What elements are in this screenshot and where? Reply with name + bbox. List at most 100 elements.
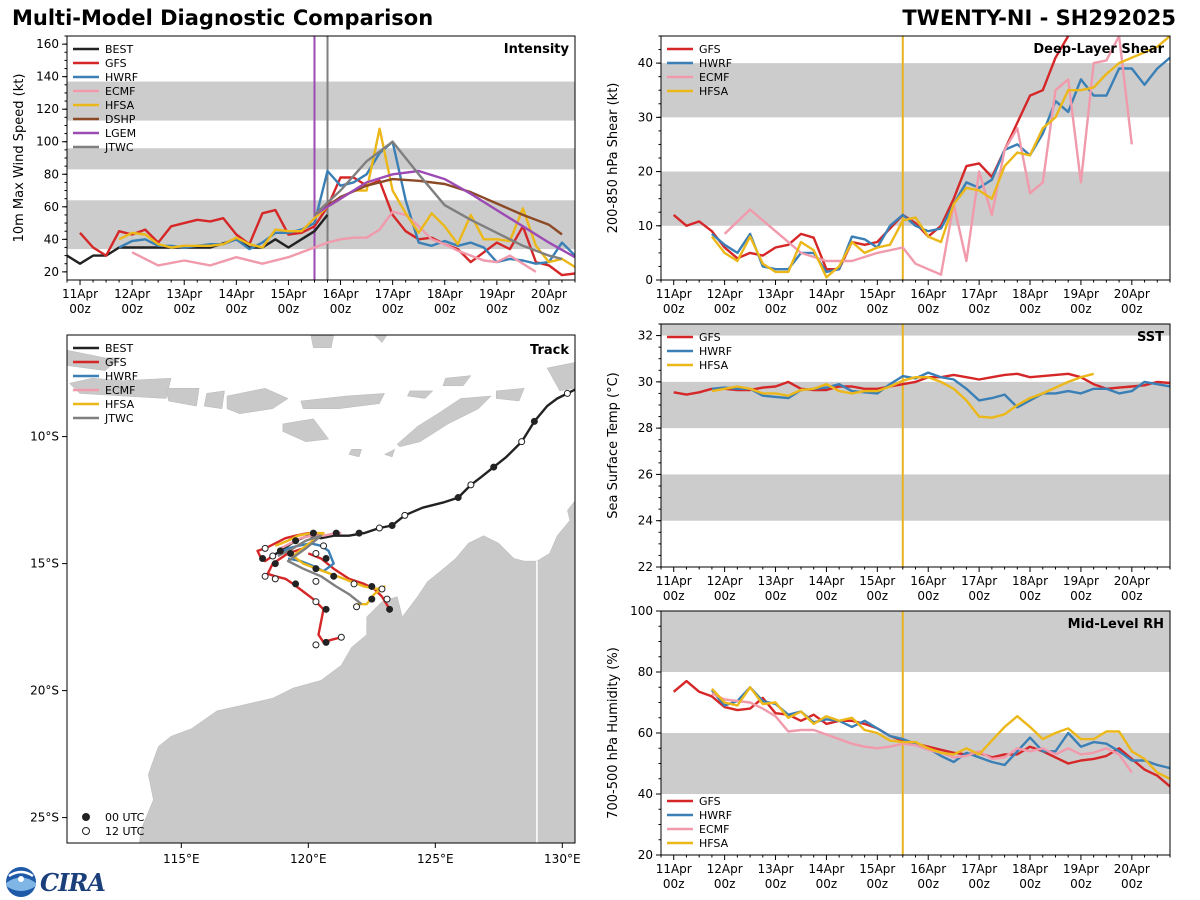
track-point-00utc — [312, 565, 320, 573]
shear-ytick-label: 40 — [638, 56, 653, 70]
rh-legend-label: ECMF — [699, 823, 729, 836]
shear-legend-label: HWRF — [699, 57, 732, 70]
alor-land — [407, 390, 434, 399]
shear-xtick-hour: 00z — [1121, 302, 1143, 316]
rh-series-hwrf — [710, 686, 1170, 770]
intensity-xtick-hour: 00z — [434, 302, 456, 316]
sst-xtick-day: 19Apr — [1063, 574, 1099, 588]
track-point-00utc — [355, 529, 363, 537]
track-marker-legend-label: 00 UTC — [105, 811, 145, 824]
rh-xtick-hour: 00z — [1019, 877, 1041, 891]
sst-xtick-day: 17Apr — [961, 574, 997, 588]
intensity-legend-label: BEST — [105, 43, 133, 56]
intensity-xtick-day: 12Apr — [114, 287, 150, 301]
shear-xtick-hour: 00z — [1019, 302, 1041, 316]
intensity-legend-label: GFS — [105, 57, 127, 70]
java-north-land — [67, 349, 121, 371]
shear-title: Deep-Layer Shear — [1033, 42, 1164, 57]
shear-legend-label: ECMF — [699, 71, 729, 84]
sst-xtick-hour: 00z — [714, 589, 736, 603]
sst-series-group — [673, 371, 1170, 419]
track-point-12utc — [261, 572, 269, 580]
track-point-12utc — [312, 549, 320, 557]
rh-xtick-day: 12Apr — [707, 862, 743, 876]
rh-xtick-hour: 00z — [968, 877, 990, 891]
track-point-00utc — [330, 572, 338, 580]
rh-xtick-hour: 00z — [765, 877, 787, 891]
shear-legend-label: GFS — [699, 43, 721, 56]
sst-ylabel: Sea Surface Temp (°C) — [606, 372, 621, 519]
track-point-00utc — [322, 605, 330, 613]
shear-ytick-label: 20 — [638, 165, 653, 179]
track-point-12utc — [350, 580, 358, 588]
track-point-00utc — [388, 522, 396, 529]
sst-xtick-hour: 00z — [968, 589, 990, 603]
rh-xtick-hour: 00z — [663, 877, 685, 891]
track-point-00utc — [332, 529, 340, 537]
intensity-xtick-day: 20Apr — [531, 287, 567, 301]
intensity-xtick-hour: 00z — [278, 302, 300, 316]
sst-legend-label: HWRF — [699, 345, 732, 358]
track-map — [67, 335, 575, 843]
shear-xtick-hour: 00z — [765, 302, 787, 316]
shear-xtick-hour: 00z — [1070, 302, 1092, 316]
track-point-12utc — [271, 575, 279, 583]
rh-xtick-day: 17Apr — [961, 862, 997, 876]
shear-xtick-day: 20Apr — [1114, 287, 1150, 301]
rh-xtick-hour: 00z — [917, 877, 939, 891]
sst-series-gfs — [673, 372, 1170, 396]
sst-xtick-day: 18Apr — [1012, 574, 1048, 588]
sst-ytick-label: 26 — [638, 467, 653, 481]
rh-xtick-hour: 00z — [1070, 877, 1092, 891]
intensity-series-group — [67, 127, 575, 277]
shear-series-hfsa — [710, 36, 1170, 279]
track-ytick-label: 20°S — [30, 684, 59, 698]
cira-logo: CIRA — [5, 866, 106, 898]
track-point-12utc — [320, 542, 328, 550]
track-point-00utc — [271, 560, 279, 568]
shear-xtick-day: 14Apr — [808, 287, 844, 301]
intensity-series-best — [67, 214, 329, 265]
intensity-panel: 2040608010012014016011Apr00z12Apr00z13Ap… — [12, 35, 576, 316]
rh-series-group — [672, 679, 1170, 788]
shear-xtick-hour: 00z — [714, 302, 736, 316]
intensity-xtick-hour: 00z — [226, 302, 248, 316]
shear-xtick-hour: 00z — [917, 302, 939, 316]
intensity-xtick-hour: 00z — [121, 302, 143, 316]
sst-xtick-day: 14Apr — [808, 574, 844, 588]
track-legend-label: HWRF — [105, 370, 138, 383]
sst-xtick-day: 15Apr — [859, 574, 895, 588]
sst-ytick-label: 22 — [638, 560, 653, 574]
intensity-band — [67, 148, 575, 170]
shear-panel: 01020304011Apr00z12Apr00z13Apr00z14Apr00… — [606, 35, 1171, 316]
sumbawa-land — [226, 388, 289, 414]
shear-xtick-day: 18Apr — [1012, 287, 1048, 301]
track-legend-label: HFSA — [105, 398, 135, 411]
intensity-xtick-day: 15Apr — [270, 287, 306, 301]
leti-land — [496, 388, 525, 402]
intensity-band — [67, 81, 575, 121]
track-point-12utc — [269, 552, 277, 560]
intensity-xtick-hour: 00z — [69, 302, 91, 316]
shear-xtick-day: 16Apr — [910, 287, 946, 301]
rh-xtick-day: 14Apr — [808, 862, 844, 876]
shear-xtick-hour: 00z — [816, 302, 838, 316]
intensity-legend-label: JTWC — [104, 141, 134, 154]
intensity-xtick-day: 14Apr — [218, 287, 254, 301]
track-point-12utc — [337, 633, 345, 641]
intensity-xtick-day: 19Apr — [479, 287, 515, 301]
track-marker-legend-symbol — [82, 827, 90, 835]
shear-xtick-day: 12Apr — [707, 287, 743, 301]
cira-logo-text: CIRA — [40, 867, 106, 897]
track-line-jtwc — [277, 534, 363, 606]
intensity-series-ecmf — [131, 210, 537, 273]
page-title: Multi-Model Diagnostic Comparison — [12, 6, 434, 30]
track-point-00utc — [292, 537, 300, 545]
intensity-xtick-hour: 00z — [538, 302, 560, 316]
rh-xtick-day: 15Apr — [859, 862, 895, 876]
track-point-00utc — [454, 494, 462, 502]
track-ytick-label: 10°S — [30, 430, 59, 444]
track-ytick-label: 15°S — [30, 557, 59, 571]
track-point-12utc — [261, 544, 269, 552]
